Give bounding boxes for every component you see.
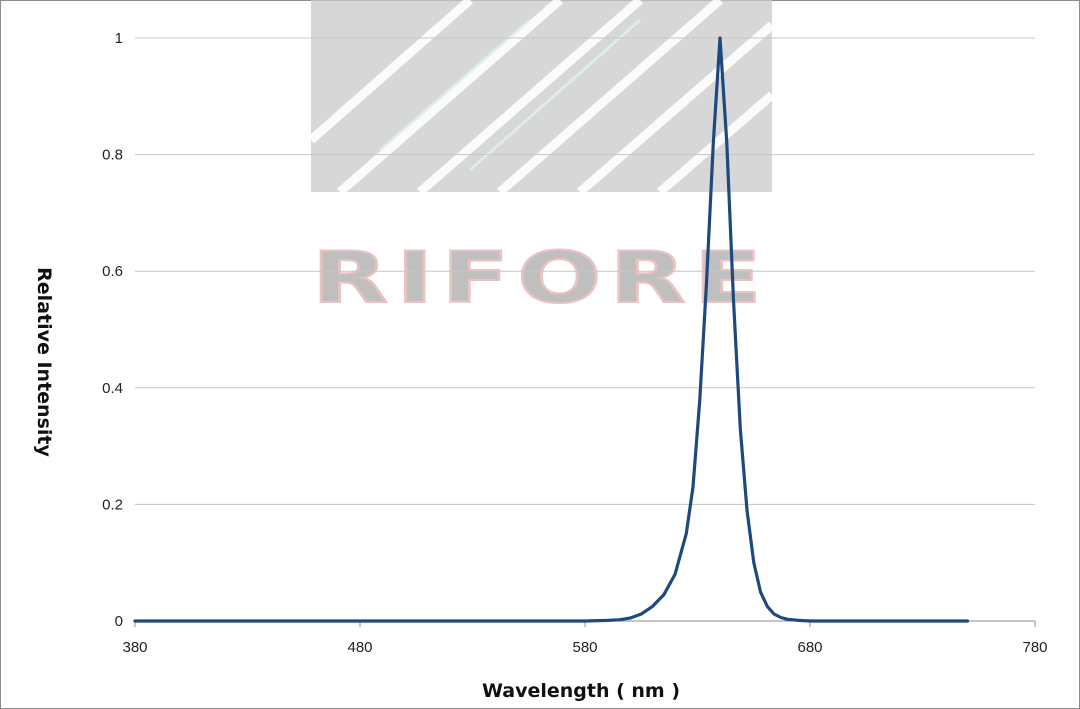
x-tick-label: 680 (797, 639, 822, 656)
y-tick-label: 0.4 (102, 380, 123, 397)
y-tick-label: 0 (115, 613, 123, 630)
y-tick-label: 0.8 (102, 147, 123, 164)
watermark: RIFORE (308, 0, 775, 320)
x-tick-label: 480 (347, 639, 372, 656)
x-axis-title: Wavelength ( nm ) (482, 680, 680, 702)
grid-lines (135, 37, 1035, 505)
series-line (133, 36, 970, 623)
y-tick-label: 1 (115, 30, 123, 47)
y-tick-label: 0.2 (102, 496, 123, 513)
y-axis-title: Relative Intensity (33, 267, 55, 457)
y-tick-labels: 0 0.2 0.4 0.6 0.8 1 (102, 30, 123, 630)
x-tick-labels: 380 480 580 680 780 (122, 639, 1047, 656)
y-tick-label: 0.6 (102, 263, 123, 280)
x-tick-label: 380 (122, 639, 147, 656)
watermark-text: RIFORE (312, 237, 770, 319)
x-tick-label: 580 (572, 639, 597, 656)
x-tick-label: 780 (1022, 639, 1047, 656)
